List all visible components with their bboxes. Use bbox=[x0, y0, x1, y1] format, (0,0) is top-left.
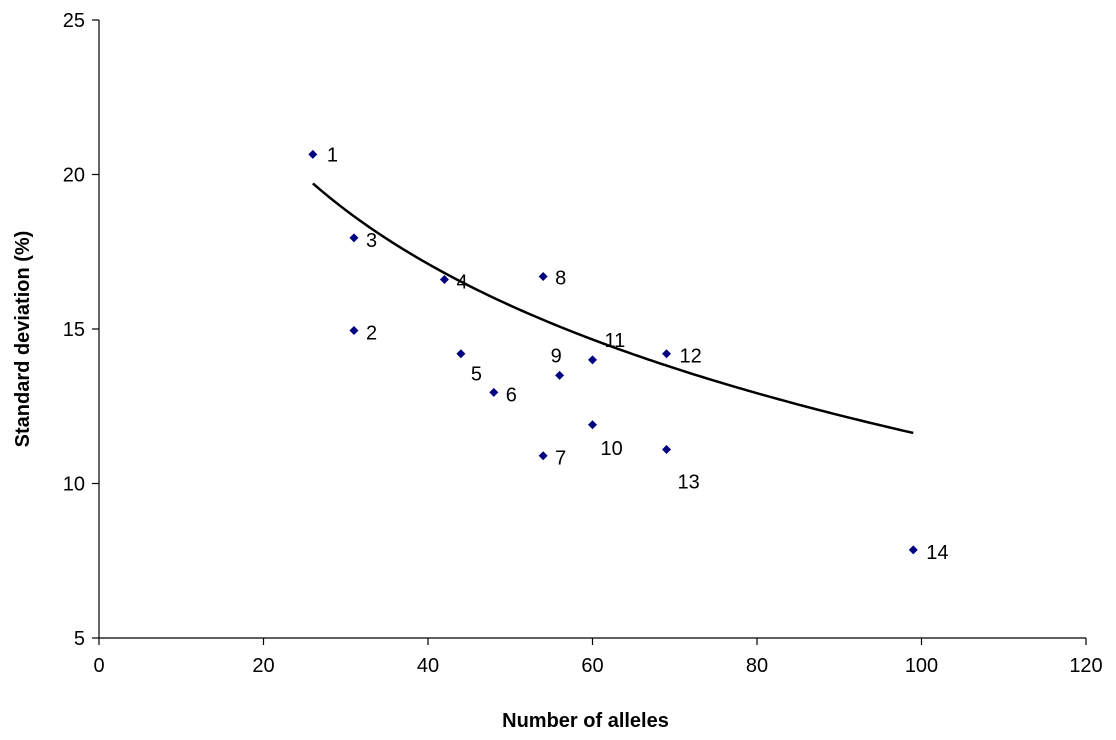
data-point-marker bbox=[349, 326, 359, 336]
x-tick-label: 120 bbox=[1069, 655, 1102, 677]
data-point-marker bbox=[588, 355, 597, 365]
x-tick-label: 100 bbox=[905, 655, 938, 677]
x-tick-label: 80 bbox=[746, 655, 768, 677]
data-point-label: 14 bbox=[926, 542, 948, 564]
data-point-marker bbox=[308, 149, 318, 159]
y-axis-ticks: 5 10 15 20 25 bbox=[63, 10, 99, 650]
y-tick-label: 10 bbox=[63, 474, 85, 496]
x-tick-label: 0 bbox=[93, 655, 104, 677]
data-point-label: 13 bbox=[678, 472, 700, 494]
data-point-marker bbox=[538, 451, 548, 461]
y-tick-label: 5 bbox=[74, 628, 85, 650]
data-point-marker bbox=[489, 387, 499, 397]
data-point-marker bbox=[349, 233, 359, 243]
data-point-marker bbox=[555, 370, 565, 380]
data-point-marker bbox=[588, 420, 597, 430]
data-point-label: 3 bbox=[366, 230, 377, 252]
y-axis-title: Standard deviation (%) bbox=[12, 231, 34, 448]
data-point-label: 10 bbox=[601, 438, 623, 460]
data-point-label: 4 bbox=[456, 272, 467, 294]
y-tick-label: 25 bbox=[63, 10, 85, 32]
data-point-marker bbox=[662, 445, 672, 455]
y-tick-label: 20 bbox=[63, 165, 85, 187]
data-point-label: 11 bbox=[605, 330, 626, 352]
data-point-marker bbox=[439, 275, 449, 285]
x-tick-label: 20 bbox=[252, 655, 274, 677]
x-axis-ticks: 0 20 40 60 80 100 120 bbox=[93, 638, 1103, 677]
logarithmic-trendline bbox=[312, 182, 914, 435]
x-tick-label: 40 bbox=[417, 655, 439, 677]
y-tick-label: 15 bbox=[63, 319, 85, 341]
data-point-label: 8 bbox=[555, 267, 566, 289]
data-point-label: 5 bbox=[471, 364, 482, 386]
x-tick-label: 60 bbox=[581, 655, 603, 677]
data-point-marker bbox=[456, 349, 466, 359]
data-point-label: 7 bbox=[555, 448, 566, 470]
data-point-label: 12 bbox=[680, 346, 702, 368]
data-point-label: 9 bbox=[551, 345, 562, 367]
data-point-marker bbox=[538, 271, 548, 281]
data-point-label: 1 bbox=[327, 144, 338, 166]
x-axis-title: Number of alleles bbox=[502, 710, 669, 732]
data-point-label: 2 bbox=[366, 323, 377, 345]
data-point-label: 6 bbox=[506, 384, 517, 406]
data-point-marker bbox=[662, 349, 672, 359]
data-point-marker bbox=[908, 545, 918, 555]
data-points bbox=[308, 149, 918, 555]
